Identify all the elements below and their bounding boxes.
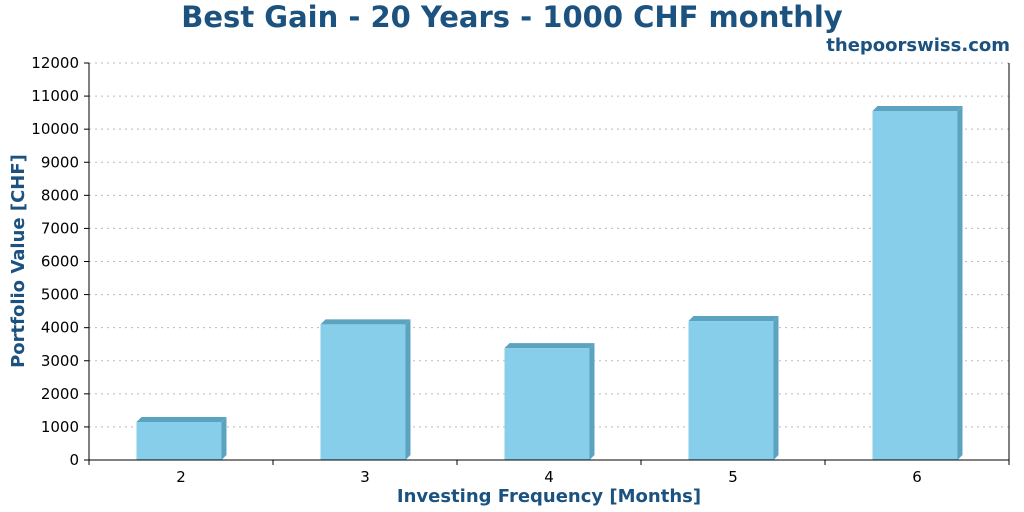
- bar-side: [773, 316, 779, 460]
- y-tick-label: 6000: [41, 253, 79, 271]
- x-tick-label: 6: [912, 468, 922, 486]
- bar-top: [504, 343, 595, 349]
- y-tick-label: 12000: [31, 54, 79, 72]
- bars: [136, 105, 963, 461]
- bar: [136, 421, 222, 460]
- bar-top: [136, 416, 227, 422]
- x-axis-title: Investing Frequency [Months]: [397, 486, 701, 507]
- y-tick-label: 7000: [41, 219, 79, 237]
- x-tick-label: 3: [360, 468, 370, 486]
- x-tick-label: 5: [728, 468, 738, 486]
- bar: [504, 348, 590, 460]
- y-tick-label: 1000: [41, 418, 79, 436]
- bar-side: [405, 319, 411, 460]
- y-tick-label: 5000: [41, 286, 79, 304]
- bar-top: [688, 316, 779, 322]
- axes: 0 1000 2000 3000 4000 5000 6000 7000 8000 9000 100…: [31, 54, 1010, 486]
- y-tick-label: 9000: [41, 153, 79, 171]
- y-tick-label: 4000: [41, 319, 79, 337]
- y-tick-label: 2000: [41, 385, 79, 403]
- x-tick-label: 4: [544, 468, 554, 486]
- y-tick-label: 11000: [31, 87, 79, 105]
- y-tick-label: 3000: [41, 352, 79, 370]
- bar: [872, 110, 958, 461]
- bar-top: [872, 105, 963, 111]
- bar: [320, 324, 406, 460]
- bar-side: [957, 105, 963, 461]
- bar-top: [320, 319, 411, 325]
- x-tick-label: 2: [176, 468, 186, 486]
- y-tick-label: 0: [69, 451, 79, 469]
- y-axis-title: Portfolio Value [CHF]: [8, 154, 29, 368]
- bar: [688, 321, 774, 460]
- y-tick-label: 10000: [31, 120, 79, 138]
- bar-side: [221, 416, 227, 460]
- chart-title: Best Gain - 20 Years - 1000 CHF monthly: [181, 0, 843, 34]
- y-tick-label: 8000: [41, 186, 79, 204]
- watermark-text: thepoorswiss.com: [826, 35, 1010, 56]
- bar-side: [589, 343, 595, 460]
